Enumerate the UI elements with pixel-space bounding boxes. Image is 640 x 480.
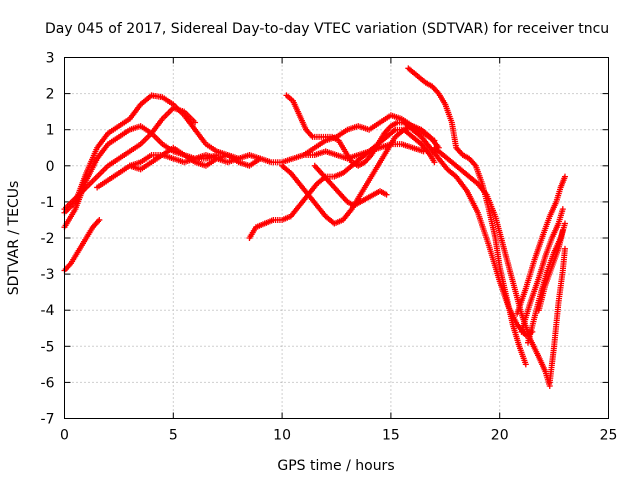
x-axis-label: GPS time / hours — [277, 458, 394, 474]
x-tick-label: 25 — [600, 428, 618, 444]
data-point-plus-marker — [383, 191, 390, 198]
y-axis-ticks: -7 -6 -5 -4 -3 -2 -1 0 1 2 3 — [41, 51, 609, 428]
data-point-plus-marker — [561, 220, 568, 227]
y-tick-label: -4 — [41, 303, 55, 319]
data-point-plus-marker — [522, 361, 529, 368]
x-axis-ticks: 0 5 10 15 20 25 — [60, 57, 618, 444]
y-tick-label: 2 — [46, 87, 55, 103]
chart-title: Day 045 of 2017, Sidereal Day-to-day VTE… — [45, 21, 609, 37]
series-track-6 — [126, 144, 264, 173]
y-axis-label: SDTVAR / TECUs — [6, 181, 22, 296]
y-tick-label: -3 — [41, 267, 55, 283]
data-point-plus-marker — [559, 206, 566, 213]
data-point-plus-marker — [561, 173, 568, 180]
series-track-15 — [518, 206, 566, 335]
data-point-plus-marker — [192, 119, 199, 126]
series-track-13 — [431, 144, 553, 390]
y-tick-label: -7 — [41, 412, 55, 428]
data-point-plus-marker — [96, 216, 103, 223]
data-point-plus-marker — [257, 155, 264, 162]
y-tick-label: -5 — [41, 339, 55, 355]
series-track-2 — [61, 123, 220, 231]
series-track-14 — [514, 173, 568, 317]
plot-frame — [64, 57, 609, 419]
x-tick-label: 15 — [382, 428, 400, 444]
series-track-11 — [300, 112, 438, 158]
x-tick-label: 10 — [273, 428, 291, 444]
series-track-4 — [61, 216, 103, 274]
x-tick-label: 20 — [491, 428, 509, 444]
data-point-plus-marker — [561, 245, 568, 252]
series-track-3 — [61, 105, 199, 213]
series-track-12 — [405, 65, 529, 368]
data-series — [61, 65, 568, 390]
y-tick-label: 0 — [46, 159, 55, 175]
series-track-10 — [311, 162, 390, 209]
series-track-17 — [546, 245, 568, 386]
data-point-plus-marker — [431, 137, 438, 144]
y-tick-label: 3 — [46, 51, 55, 67]
y-tick-label: 1 — [46, 123, 55, 139]
y-tick-label: -1 — [41, 195, 55, 211]
y-tick-label: -2 — [41, 231, 55, 247]
y-tick-label: -6 — [41, 375, 55, 391]
x-tick-label: 5 — [169, 428, 178, 444]
data-point-plus-marker — [431, 159, 438, 166]
data-point-plus-marker — [559, 227, 566, 234]
series-track-18 — [535, 227, 566, 314]
x-tick-label: 0 — [60, 428, 69, 444]
